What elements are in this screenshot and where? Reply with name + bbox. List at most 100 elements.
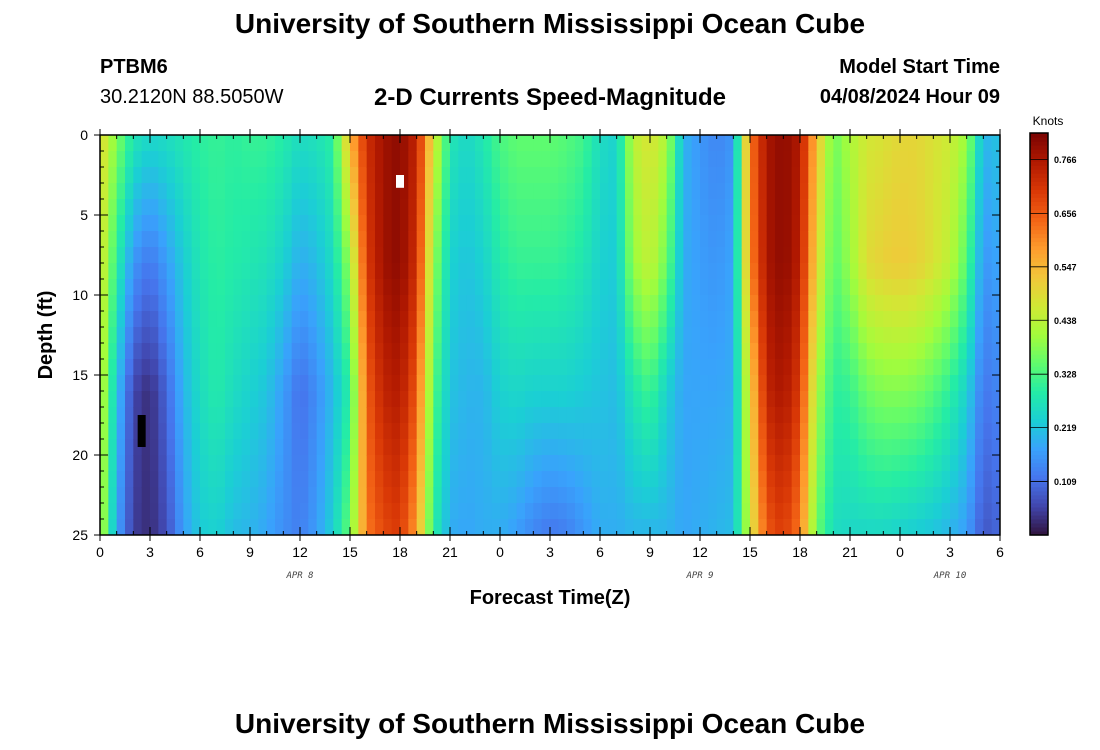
- heatmap-cell: [158, 327, 168, 344]
- heatmap-cell: [958, 311, 968, 328]
- heatmap-cell: [641, 231, 651, 248]
- heatmap-cell: [166, 359, 176, 376]
- heatmap-cell: [408, 487, 418, 504]
- heatmap-cell: [116, 407, 126, 424]
- heatmap-cell: [350, 359, 359, 376]
- colorbar-segment: [1030, 366, 1048, 371]
- heatmap-cell: [766, 327, 776, 344]
- heatmap-cell: [116, 215, 126, 232]
- heatmap-cell: [508, 183, 518, 200]
- heatmap-cell: [250, 215, 259, 232]
- heatmap-cell: [366, 183, 376, 200]
- colorbar-segment: [1030, 438, 1048, 444]
- heatmap-cell: [791, 151, 801, 168]
- heatmap-cell: [175, 423, 184, 440]
- heatmap-cell: [208, 519, 218, 535]
- heatmap-cell: [250, 407, 259, 424]
- heatmap-cell: [750, 231, 759, 248]
- heatmap-cell: [933, 343, 943, 360]
- colorbar-segment: [1030, 382, 1048, 387]
- heatmap-cell: [991, 135, 1000, 152]
- heatmap-cell: [275, 183, 284, 200]
- heatmap-cell: [383, 167, 393, 184]
- heatmap-cell: [583, 455, 593, 472]
- heatmap-cell: [358, 183, 368, 200]
- heatmap-cell: [466, 231, 476, 248]
- heatmap-cell: [233, 151, 243, 168]
- heatmap-cell: [333, 439, 343, 456]
- page-title: University of Southern Mississippi Ocean…: [234, 8, 866, 39]
- heatmap-cell: [266, 295, 276, 312]
- heatmap-cell: [408, 519, 418, 535]
- heatmap-cell: [516, 231, 526, 248]
- heatmap-cell: [108, 215, 118, 232]
- heatmap-cell: [775, 455, 784, 472]
- heatmap-cell: [975, 231, 984, 248]
- heatmap-cell: [841, 359, 851, 376]
- heatmap-cell: [766, 455, 776, 472]
- heatmap-cell: [333, 423, 343, 440]
- heatmap-cell: [741, 375, 751, 392]
- heatmap-cell: [983, 519, 993, 535]
- heatmap-cell: [191, 359, 201, 376]
- heatmap-cell: [116, 183, 126, 200]
- heatmap-cell: [675, 455, 684, 472]
- heatmap-cell: [558, 327, 568, 344]
- heatmap-cell: [125, 215, 134, 232]
- heatmap-cell: [241, 327, 251, 344]
- heatmap-cell: [733, 487, 743, 504]
- heatmap-cell: [225, 135, 234, 152]
- heatmap-cell: [208, 151, 218, 168]
- heatmap-cell: [608, 199, 618, 216]
- heatmap-cell: [875, 295, 884, 312]
- heatmap-cell: [400, 455, 409, 472]
- heatmap-cell: [900, 359, 909, 376]
- heatmap-cell: [266, 359, 276, 376]
- heatmap-cell: [741, 183, 751, 200]
- heatmap-cell: [925, 359, 934, 376]
- heatmap-cell: [125, 311, 134, 328]
- heatmap-cell: [491, 439, 501, 456]
- heatmap-cell: [475, 423, 484, 440]
- heatmap-cell: [783, 151, 793, 168]
- heatmap-cell: [233, 343, 243, 360]
- heatmap-cell: [475, 359, 484, 376]
- heatmap-cell: [550, 391, 559, 408]
- heatmap-cell: [433, 375, 443, 392]
- heatmap-cell: [383, 487, 393, 504]
- heatmap-cell: [250, 359, 259, 376]
- heatmap-cell: [341, 359, 351, 376]
- heatmap-cell: [850, 279, 859, 296]
- heatmap-cell: [733, 359, 743, 376]
- heatmap-cell: [725, 311, 734, 328]
- heatmap-cell: [316, 439, 326, 456]
- heatmap-cell: [991, 311, 1000, 328]
- heatmap-cell: [966, 247, 976, 264]
- heatmap-cell: [766, 311, 776, 328]
- heatmap-cell: [908, 375, 918, 392]
- heatmap-cell: [300, 135, 309, 152]
- heatmap-cell: [583, 503, 593, 520]
- heatmap-cell: [158, 455, 168, 472]
- heatmap-cell: [300, 311, 309, 328]
- colorbar-segment: [1030, 506, 1048, 512]
- heatmap-cell: [850, 231, 859, 248]
- heatmap-cell: [808, 199, 818, 216]
- colorbar-segment: [1030, 446, 1048, 452]
- heatmap-cell: [125, 471, 134, 488]
- heatmap-cell: [183, 375, 193, 392]
- heatmap-cell: [533, 487, 543, 504]
- heatmap-cell: [141, 519, 151, 535]
- heatmap-cell: [400, 471, 409, 488]
- heatmap-cell: [933, 263, 943, 280]
- colorbar-segment: [1030, 350, 1048, 355]
- heatmap-cell: [116, 439, 126, 456]
- heatmap-cell: [566, 231, 576, 248]
- heatmap-cell: [150, 359, 159, 376]
- heatmap-cell: [466, 439, 476, 456]
- heatmap-cell: [216, 231, 226, 248]
- colorbar-segment: [1030, 313, 1048, 319]
- heatmap-cell: [108, 327, 118, 344]
- heatmap-cell: [458, 455, 468, 472]
- heatmap-cell: [691, 167, 701, 184]
